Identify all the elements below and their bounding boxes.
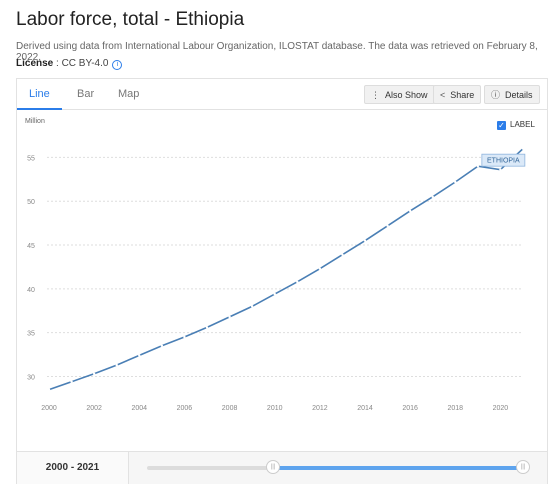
data-point[interactable] <box>386 224 389 227</box>
x-tick-label: 2012 <box>312 405 328 412</box>
x-tick-label: 2014 <box>357 405 373 412</box>
x-tick-label: 2018 <box>447 405 463 412</box>
data-point[interactable] <box>273 292 276 296</box>
y-tick-label: 40 <box>27 287 35 294</box>
info-icon[interactable]: i <box>112 60 123 70</box>
series-label-box <box>481 153 526 167</box>
y-tick-label: 55 <box>27 155 35 162</box>
series-label-ethiopia: ETHIOPIA <box>487 158 520 165</box>
y-tick-label: 45 <box>27 243 35 250</box>
x-tick-label: 2004 <box>131 405 147 412</box>
data-point[interactable] <box>318 267 322 270</box>
data-point[interactable] <box>138 354 141 357</box>
chart-tabs: Line Bar Map ⋮ Also Show < Share ⓘ Details <box>17 79 547 110</box>
x-tick-label: 2000 <box>41 405 57 412</box>
x-tick-label: 2006 <box>177 405 193 412</box>
data-point[interactable] <box>92 372 96 376</box>
data-point[interactable] <box>363 239 367 242</box>
range-end: 2021 <box>76 462 100 473</box>
data-point[interactable] <box>228 315 231 319</box>
time-range-footer: 2000 - 2021 ||| ||| <box>17 451 547 484</box>
x-tick-label: 2016 <box>402 405 418 412</box>
data-point[interactable] <box>205 326 209 329</box>
data-point[interactable] <box>454 180 457 184</box>
page-title: Labor force, total - Ethiopia <box>16 9 245 30</box>
chart-panel: Line Bar Map ⋮ Also Show < Share ⓘ Details … <box>16 78 548 484</box>
y-tick-label: 50 <box>27 199 35 206</box>
details-button[interactable]: ⓘ Details <box>484 85 540 104</box>
data-point[interactable] <box>408 209 412 213</box>
tab-line[interactable]: Line <box>17 79 62 110</box>
data-source-description: Derived using data from International La… <box>16 41 538 63</box>
data-point[interactable] <box>521 147 525 150</box>
x-tick-label: 2008 <box>222 405 238 412</box>
line-chart: 30 35 40 45 50 55 2000 2002 2004 2006 2008 2010 2012… <box>27 147 526 412</box>
range-end-handle[interactable]: ||| <box>516 460 530 474</box>
range-start-handle[interactable]: ||| <box>266 460 280 474</box>
label-toggle-text: LABEL <box>510 120 535 129</box>
range-separator: - <box>68 462 77 473</box>
x-tick-label: 2002 <box>86 405 102 412</box>
range-start: 2000 <box>45 462 69 473</box>
tab-bar[interactable]: Bar <box>77 88 95 100</box>
series-line-ethiopia[interactable] <box>48 148 524 391</box>
data-point[interactable] <box>47 388 51 391</box>
checkbox-checked-icon[interactable]: ✓ <box>497 121 506 130</box>
info-circle-icon: ⓘ <box>491 90 501 100</box>
y-tick-label: 30 <box>27 374 35 381</box>
y-axis-unit-label: Million <box>25 118 45 125</box>
share-button[interactable]: < Share <box>433 85 482 104</box>
y-tick-label: 35 <box>27 331 35 338</box>
x-tick-label: 2010 <box>267 405 283 412</box>
also-show-label: Also Show <box>385 90 428 100</box>
license-line: License : CC BY-4.0 i <box>16 58 123 70</box>
data-point[interactable] <box>296 280 299 284</box>
data-point[interactable] <box>183 335 186 339</box>
tab-map[interactable]: Map <box>118 88 140 100</box>
x-tick-label: 2020 <box>493 405 509 412</box>
license-label: License <box>16 58 54 69</box>
details-label: Details <box>505 90 533 100</box>
data-point[interactable] <box>341 253 344 256</box>
share-label: Share <box>450 90 475 100</box>
data-point[interactable] <box>499 168 502 171</box>
data-point[interactable] <box>250 305 254 308</box>
year-range-label: 2000 - 2021 <box>17 452 129 484</box>
range-slider-selection <box>273 466 523 470</box>
license-value: : CC BY-4.0 <box>53 58 109 69</box>
label-toggle[interactable]: ✓ LABEL <box>497 120 535 130</box>
data-point[interactable] <box>70 380 73 383</box>
data-point[interactable] <box>115 363 118 367</box>
data-point[interactable] <box>160 344 164 347</box>
share-icon: < <box>440 90 446 100</box>
data-point[interactable] <box>431 195 434 199</box>
data-point[interactable] <box>476 164 480 168</box>
more-vertical-icon: ⋮ <box>371 90 380 100</box>
